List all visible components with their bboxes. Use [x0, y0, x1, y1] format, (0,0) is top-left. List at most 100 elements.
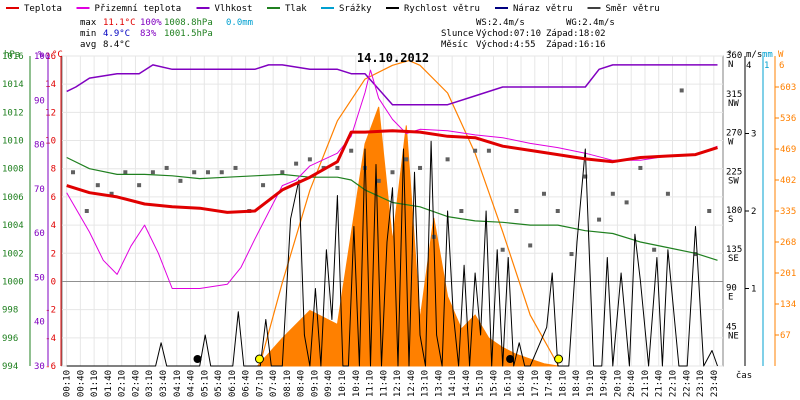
- wind-dir-point: [219, 170, 224, 175]
- stat-min-temp: 4.9°C: [103, 29, 130, 39]
- hpa-tick-label: 994: [2, 362, 18, 372]
- wind-dir-point: [473, 148, 478, 153]
- hum-tick-label: 100: [34, 52, 50, 62]
- wind-dir-point: [95, 183, 100, 188]
- wind-ws: WS:2.4m/s: [476, 18, 525, 28]
- moon-label: Měsíc: [441, 40, 468, 50]
- wind-dir-point: [71, 170, 76, 175]
- ms-tick-label: 4: [746, 61, 751, 71]
- x-tick-label: 19:10: [586, 370, 596, 397]
- ground-temperature-line: [66, 69, 718, 289]
- wind-dir-point: [665, 191, 670, 196]
- wind-dir-point: [178, 178, 183, 183]
- x-tick-label: 06:40: [242, 370, 252, 397]
- stat-max-press: 1008.8hPa: [164, 18, 213, 28]
- legend-label: Náraz větru: [513, 4, 573, 14]
- pressure-line: [66, 156, 718, 261]
- hpa-tick-label: 998: [2, 306, 18, 316]
- axes: 00:10 00:40 01:10 01:40 02:10 02:40 03:10 03:40…: [2, 50, 796, 397]
- legend-label: Rychlost větru: [404, 4, 480, 14]
- wind-dir-point: [707, 209, 712, 213]
- ms-tick-label: 1: [751, 285, 756, 295]
- wind-wg: WG:2.4m/s: [566, 18, 615, 28]
- grid: [62, 55, 723, 367]
- x-tick-label: 06:10: [228, 370, 238, 397]
- hum-axis-label: %: [38, 50, 44, 60]
- x-tick-label: 02:10: [118, 370, 128, 397]
- w-tick-label: 134: [780, 300, 796, 310]
- dir-tick-label: NW: [728, 99, 739, 109]
- x-tick-label: 10:10: [338, 370, 348, 397]
- temp-tick-label: 12: [45, 108, 56, 118]
- moon-set: Západ:16:16: [546, 40, 606, 50]
- hum-tick-label: 50: [34, 273, 45, 283]
- sun-moon-block: WS:2.4m/s WG:2.4m/s Slunce Východ:07:10 …: [441, 18, 615, 50]
- wind-dir-point: [569, 252, 574, 257]
- hpa-tick-label: 1002: [2, 249, 24, 259]
- sunset-marker: [554, 354, 564, 364]
- stat-max-hum: 100%: [140, 18, 162, 28]
- wind-dir-point: [610, 191, 615, 196]
- temp-tick-label: 8: [51, 165, 56, 175]
- wind-dir-point: [638, 165, 643, 170]
- wind-dir-point: [500, 247, 505, 252]
- wind-dir-point: [109, 191, 114, 196]
- x-tick-label: 18:10: [558, 370, 568, 397]
- stat-max-label: max: [80, 18, 97, 28]
- x-tick-label: 16:40: [517, 370, 527, 397]
- hpa-tick-label: 1000: [2, 277, 24, 287]
- wind-dir-point: [233, 165, 238, 170]
- mm-tick-label: 1: [764, 61, 769, 71]
- moonset-marker: [506, 355, 515, 363]
- dir-axis-label: °: [727, 50, 732, 60]
- x-tick-label: 13:40: [434, 370, 444, 397]
- x-tick-label: 00:10: [63, 370, 73, 397]
- dir-tick-label: 315: [726, 90, 742, 100]
- temp-tick-label: -6: [45, 362, 56, 372]
- hum-tick-label: 40: [34, 318, 45, 328]
- stat-max-temp: 11.1°C: [103, 18, 136, 28]
- sun-label: Slunce: [441, 29, 474, 39]
- stat-avg-temp: 8.4°C: [103, 40, 130, 50]
- legend-label: Tlak: [285, 4, 307, 14]
- dir-tick-label: 180: [726, 206, 742, 216]
- moon-rise: Východ:4:55: [476, 40, 536, 50]
- x-tick-label: 01:10: [90, 370, 100, 397]
- wind-dir-point: [528, 243, 533, 248]
- wind-dir-point: [390, 170, 395, 175]
- x-tick-label: 04:10: [173, 370, 183, 397]
- hpa-tick-label: 996: [2, 334, 18, 344]
- hum-tick-label: 60: [34, 229, 45, 239]
- legend: Teplota Přizemní teplota Vlhkost Tlak Srážky…: [6, 4, 660, 14]
- temp-tick-label: 4: [51, 221, 56, 231]
- sun-set: Západ:18:02: [546, 29, 606, 39]
- wind-dir-point: [693, 252, 698, 257]
- temp-tick-label: -2: [45, 306, 56, 316]
- chart-title: 14.10.2012: [357, 51, 429, 65]
- moonrise-marker: [193, 355, 202, 363]
- wind-dir-point: [192, 170, 197, 175]
- temp-tick-label: 14: [45, 80, 56, 90]
- dir-tick-label: NE: [728, 331, 739, 341]
- wind-dir-point: [486, 148, 491, 153]
- x-tick-label: 03:10: [145, 370, 155, 397]
- wind-dir-point: [555, 209, 560, 213]
- x-tick-label: 10:40: [352, 370, 362, 397]
- x-tick-label: 05:10: [200, 370, 210, 397]
- wind-dir-point: [652, 247, 657, 252]
- dir-tick-label: W: [728, 138, 734, 148]
- x-tick-label: 23:10: [696, 370, 706, 397]
- wind-dir-point: [597, 217, 602, 222]
- x-tick-label: 09:10: [310, 370, 320, 397]
- wind-dir-point: [624, 200, 629, 205]
- hpa-tick-label: 1008: [2, 165, 24, 175]
- x-tick-label: 22:40: [682, 370, 692, 397]
- x-tick-label: 14:40: [462, 370, 472, 397]
- ms-axis-label: m/s: [746, 50, 762, 60]
- x-tick-label: 08:40: [297, 370, 307, 397]
- x-tick-label: 21:40: [655, 370, 665, 397]
- w-axis-label: W: [778, 50, 784, 60]
- temp-axis-label: °C: [52, 50, 63, 60]
- x-tick-label: 12:10: [393, 370, 403, 397]
- temp-tick-label: 10: [45, 137, 56, 147]
